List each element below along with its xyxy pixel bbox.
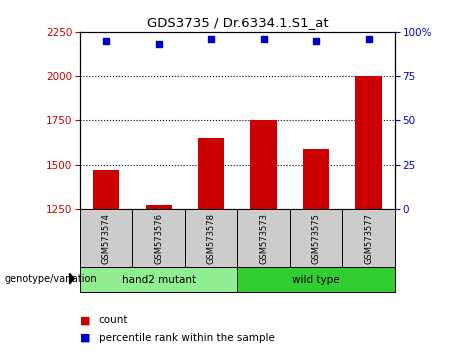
Text: percentile rank within the sample: percentile rank within the sample [99, 333, 274, 343]
Bar [251, 120, 277, 209]
Point [260, 36, 267, 42]
Text: wild type: wild type [292, 275, 340, 285]
Bar [185, 209, 237, 267]
Point [155, 41, 163, 47]
Text: genotype/variation: genotype/variation [5, 274, 97, 284]
Bar [80, 209, 133, 267]
Text: count: count [99, 315, 128, 325]
Bar [355, 76, 382, 209]
Point [102, 38, 110, 44]
Bar [80, 267, 237, 292]
Bar [237, 209, 290, 267]
Text: GSM573578: GSM573578 [207, 212, 216, 264]
Bar [237, 267, 395, 292]
Bar [290, 209, 342, 267]
Text: GSM573574: GSM573574 [102, 213, 110, 263]
Point [312, 38, 320, 44]
Text: hand2 mutant: hand2 mutant [122, 275, 196, 285]
Bar [303, 149, 329, 209]
Text: GSM573577: GSM573577 [364, 212, 373, 264]
Text: ■: ■ [80, 315, 90, 325]
Point [207, 36, 215, 42]
Bar [198, 138, 224, 209]
Text: GSM573576: GSM573576 [154, 212, 163, 264]
Bar [342, 209, 395, 267]
Bar [146, 205, 172, 209]
Polygon shape [70, 273, 74, 284]
Point [365, 36, 372, 42]
Bar [133, 209, 185, 267]
Title: GDS3735 / Dr.6334.1.S1_at: GDS3735 / Dr.6334.1.S1_at [147, 16, 328, 29]
Text: GSM573575: GSM573575 [312, 213, 321, 263]
Text: GSM573573: GSM573573 [259, 212, 268, 264]
Text: ■: ■ [80, 333, 90, 343]
Bar [93, 170, 119, 209]
